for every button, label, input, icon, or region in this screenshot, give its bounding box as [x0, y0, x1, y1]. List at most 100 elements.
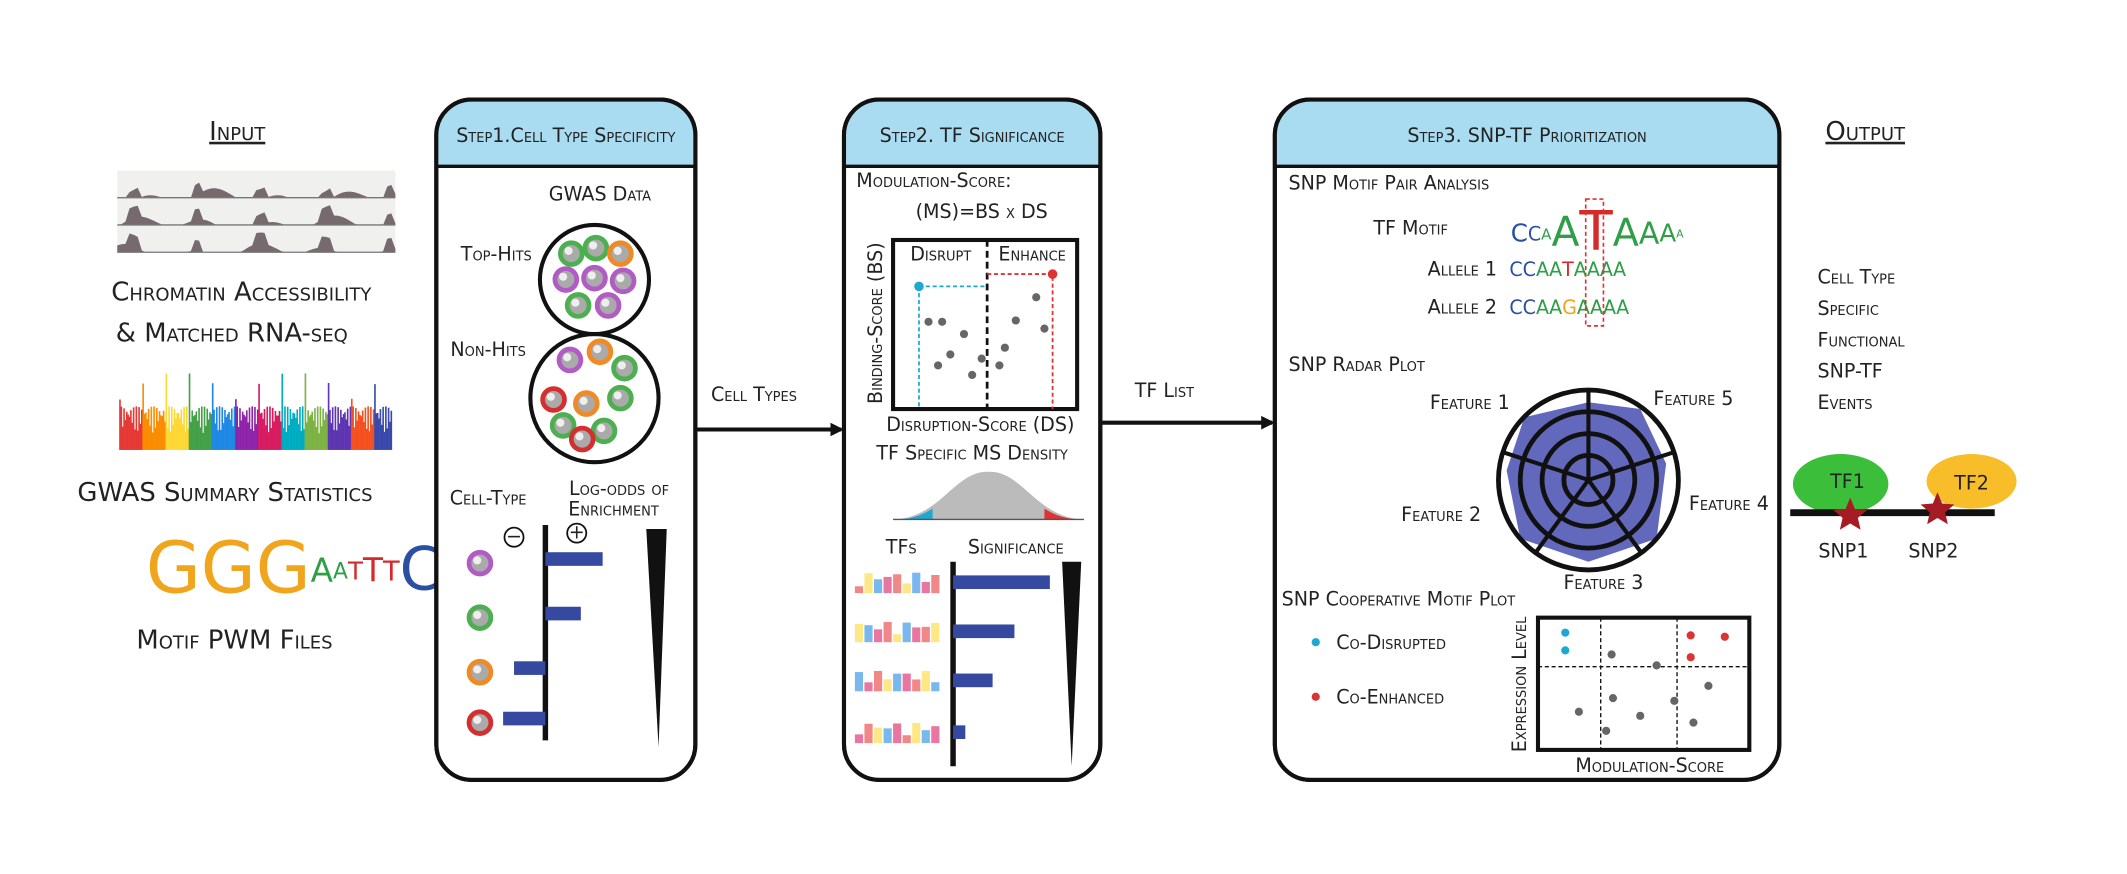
mini-logo-letter	[854, 672, 864, 692]
radar-spoke	[1586, 478, 1643, 554]
letter: G	[146, 526, 201, 609]
point	[1011, 316, 1020, 325]
gwas-data-label: GWAS Data	[549, 183, 651, 205]
point	[924, 317, 933, 326]
gwas-label: GWAS Summary Statistics	[77, 478, 372, 508]
track	[117, 205, 396, 225]
cell-nucleus	[571, 298, 580, 307]
point	[1608, 694, 1618, 703]
letter: A	[1676, 228, 1684, 241]
cell-nucleus	[473, 665, 482, 674]
significance-label: Significance	[968, 537, 1064, 559]
coop-points	[1561, 628, 1729, 735]
letter: T	[382, 556, 400, 587]
letter: G	[201, 526, 256, 609]
snp1-label: SNP1	[1818, 541, 1868, 563]
cell-nucleus	[563, 353, 572, 362]
letter: C	[1509, 297, 1522, 319]
letter: C	[1523, 297, 1536, 319]
enrichment-bar	[514, 661, 546, 675]
letter: T	[1578, 199, 1613, 263]
point	[1040, 324, 1049, 333]
panel-header	[843, 99, 1101, 167]
cell-nucleus	[473, 556, 482, 565]
letter: A	[1613, 211, 1639, 255]
point	[1686, 631, 1695, 640]
letter: A	[1603, 297, 1616, 319]
chromatin-label: Chromatin Accessibility	[111, 278, 372, 308]
letter: A	[1536, 297, 1549, 319]
section-label: SNP Radar Plot	[1288, 354, 1424, 376]
letter: C	[1523, 258, 1536, 280]
minus-sign: −	[506, 526, 522, 548]
point	[1686, 653, 1695, 662]
density-label: TF Specific MS Density	[875, 443, 1068, 465]
mini-logo-letter	[883, 679, 892, 692]
mini-logo-letter	[902, 673, 911, 692]
y-axis-label: Binding-Score (BS)	[865, 242, 887, 404]
radar-spoke	[1502, 450, 1590, 482]
letter: C	[1528, 223, 1541, 245]
legend-dot	[1311, 692, 1320, 701]
step-title: Step2. TF Significance	[880, 125, 1065, 147]
enrichment-bar	[545, 552, 603, 566]
cell-nucleus	[593, 344, 602, 354]
letter: A	[1659, 219, 1676, 248]
cell-nucleus	[473, 610, 482, 620]
tf-motif-logo: CCAATAAAA	[1511, 199, 1684, 263]
track	[117, 182, 396, 198]
top-hits-label: Top-Hits	[460, 243, 532, 265]
letter: A	[1639, 216, 1660, 251]
mini-logo-letter	[883, 728, 892, 744]
point	[933, 361, 943, 370]
mini-logo-letter	[912, 679, 921, 692]
mini-logo-letter	[854, 586, 864, 594]
arrow-label: TF List	[1134, 380, 1194, 402]
mini-logo-letter	[902, 735, 911, 744]
cell-nucleus	[613, 391, 622, 400]
point	[1652, 661, 1661, 670]
output-line: Events	[1817, 392, 1872, 414]
point	[1561, 628, 1570, 637]
point	[914, 281, 924, 292]
point	[1602, 726, 1611, 735]
radar-spoke	[1587, 450, 1675, 482]
radar-plot	[1496, 387, 1681, 573]
panel-border	[434, 97, 698, 782]
mini-logo-letter	[931, 622, 940, 643]
cell-nucleus	[559, 272, 568, 281]
accessibility-tracks	[117, 182, 396, 253]
scatter-points	[924, 293, 1049, 380]
step1-panel: Step1.Cell Type Specificity GWAS Data To…	[434, 97, 698, 782]
significance-bar	[953, 673, 993, 688]
mini-logo-letter	[864, 682, 873, 692]
mini-logo-letter	[864, 573, 873, 594]
letter: T	[362, 552, 384, 590]
point	[977, 354, 986, 363]
mini-logo-letter	[912, 572, 921, 594]
mini-logo-letter	[921, 730, 930, 744]
step3-panel: Step3. SNP-TF Prioritization SNP Motif P…	[1272, 97, 1782, 782]
letter: G	[256, 526, 311, 609]
output-title: Output	[1825, 117, 1906, 147]
x-axis-label: Disruption-Score (DS)	[886, 414, 1074, 436]
non-hits-label: Non-Hits	[450, 339, 526, 361]
letter: A	[1549, 297, 1562, 319]
significance-bar	[953, 624, 1015, 639]
section-label: SNP Motif Pair Analysis	[1288, 173, 1489, 195]
log-odds-label: Enrichment	[568, 498, 659, 520]
point	[1574, 707, 1583, 716]
significance-bar	[953, 575, 1050, 590]
mini-logo-letter	[921, 670, 930, 692]
mini-logo-letter	[912, 627, 921, 643]
point	[1689, 718, 1698, 727]
letter: C	[1509, 258, 1522, 280]
density-tail	[893, 508, 933, 520]
mini-logo-letter	[854, 623, 864, 643]
point	[1047, 269, 1058, 279]
point	[938, 317, 947, 326]
point	[1670, 696, 1679, 705]
